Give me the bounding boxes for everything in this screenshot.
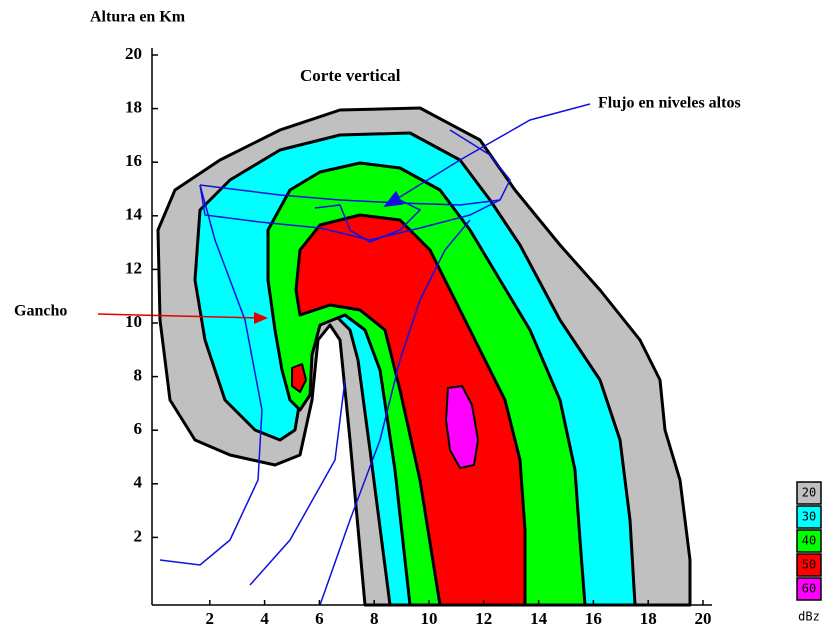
legend-label: 30 [802,510,816,524]
y-tick-label: 8 [134,366,143,385]
flow-annotation: Flujo en niveles altos [598,95,741,112]
legend-swatch [796,481,822,505]
y-tick-label: 4 [134,473,143,492]
contour-50-small [291,363,307,393]
x-tick-label: 16 [585,609,602,628]
y-axis-label: Altura en Km [90,9,186,26]
title: Corte vertical [300,66,401,85]
flow-line [314,199,422,243]
x-tick-label: 8 [370,609,379,628]
x-tick-label: 18 [640,609,657,628]
contour-50 [294,213,527,607]
flow-line [199,129,511,206]
legend-swatch [796,577,822,601]
reflectivity-contours [156,106,692,607]
hook-annotation: Gancho [14,303,67,320]
y-tick-label: 20 [125,44,142,63]
flow-line [319,219,471,606]
legend-unit: dBz [798,610,820,624]
contour-60 [445,385,479,469]
x-tick-label: 6 [315,609,324,628]
y-tick-label: 10 [125,312,142,331]
x-tick-label: 4 [260,609,269,628]
x-tick-label: 14 [530,609,548,628]
flow-arrow [394,103,591,201]
flow-lines [159,103,591,606]
y-tick-label: 18 [125,98,142,117]
legend-label: 20 [802,486,816,500]
legend-label: 60 [802,582,816,596]
y-tick-label: 12 [125,258,142,277]
y-tick-label: 2 [134,526,143,545]
legend: 20 30 40 50 60 dBz [796,481,822,624]
x-tick-label: 20 [695,609,712,628]
flow-arrow-head [383,190,404,207]
legend-swatch [796,553,822,577]
ticks: 2 4 6 8 10 12 14 16 18 20 2 4 6 8 10 12 14 16 18 20 [125,44,712,628]
y-tick-label: 14 [125,205,143,224]
axes [151,48,712,606]
legend-swatch [796,529,822,553]
flow-line [159,184,263,566]
y-tick-label: 16 [125,151,142,170]
legend-label: 40 [802,534,816,548]
legend-swatch [796,505,822,529]
flow-line [199,184,501,241]
x-tick-label: 10 [421,609,438,628]
legend-label: 50 [802,558,816,572]
x-tick-label: 12 [475,609,492,628]
x-tick-label: 2 [206,609,215,628]
y-tick-label: 6 [134,419,143,438]
hook-arrow-line [97,313,259,319]
hook-arrow-head [254,312,268,324]
hook-arrow [97,312,268,324]
flow-line [249,379,346,586]
